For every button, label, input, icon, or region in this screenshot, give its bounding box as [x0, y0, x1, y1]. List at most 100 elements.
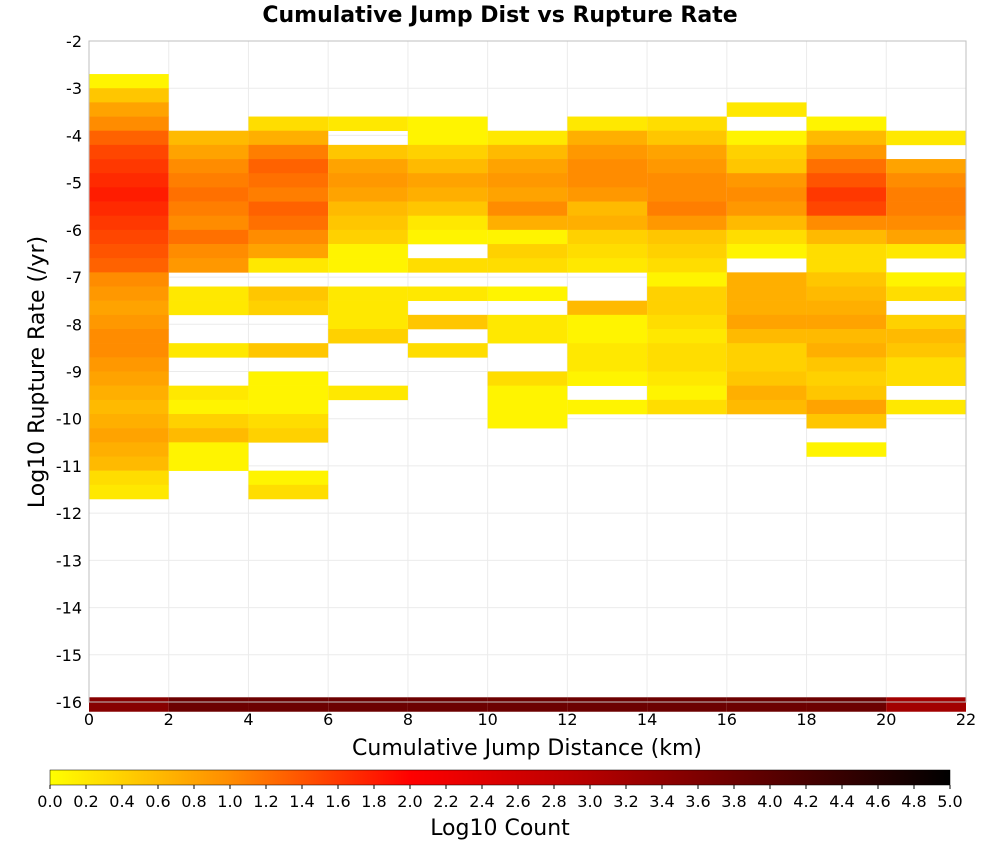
heatmap-cell: [89, 343, 169, 358]
heatmap-cell: [248, 244, 329, 259]
heatmap-cell: [168, 343, 249, 358]
heatmap-cell: [647, 357, 727, 372]
heatmap-cell: [89, 144, 169, 160]
heatmap-cell: [407, 144, 488, 160]
heatmap-cell: [168, 442, 249, 457]
y-tick-label: -7: [66, 268, 82, 287]
heatmap-cell: [407, 173, 488, 188]
heatmap-cell: [168, 215, 249, 231]
heatmap-cell: [89, 229, 169, 245]
heatmap-cell: [407, 258, 488, 273]
y-tick-label: -9: [66, 363, 82, 382]
heatmap-cell: [647, 116, 727, 132]
heatmap-cell: [726, 399, 807, 415]
heatmap-cell: [328, 116, 408, 132]
heatmap-cell: [567, 187, 648, 202]
heatmap-cell: [487, 314, 568, 330]
heatmap-cell: [647, 187, 727, 202]
heatmap-cell: [248, 413, 329, 429]
heatmap-cell: [328, 314, 408, 330]
heatmap-cell: [886, 329, 966, 344]
heatmap-cell: [168, 201, 249, 216]
heatmap-cell: [89, 442, 169, 457]
y-tick-label: -10: [56, 410, 82, 429]
heatmap-cell: [726, 357, 807, 372]
heatmap-cell: [89, 697, 169, 712]
heatmap-cell: [487, 258, 568, 273]
heatmap-cell: [89, 470, 169, 486]
heatmap-cell: [407, 343, 488, 358]
heatmap-cell: [168, 173, 249, 188]
colorbar-tick-label: 2.8: [541, 792, 566, 811]
heatmap-cell: [168, 187, 249, 202]
heatmap-cell: [328, 173, 408, 188]
heatmap-cell: [567, 130, 648, 146]
heatmap-cell: [567, 300, 648, 316]
heatmap-cell: [647, 229, 727, 245]
heatmap-cell: [567, 697, 648, 712]
y-tick-label: -15: [56, 646, 82, 665]
heatmap-cell: [248, 201, 329, 216]
heatmap-cell: [407, 159, 488, 174]
heatmap-cell: [806, 201, 887, 216]
colorbar-tick-label: 5.0: [937, 792, 962, 811]
heatmap-cell: [89, 314, 169, 330]
heatmap-cell: [567, 357, 648, 372]
heatmap-cell: [806, 399, 887, 415]
colorbar-tick-label: 1.4: [289, 792, 314, 811]
heatmap-cell: [328, 385, 408, 401]
heatmap-cell: [168, 130, 249, 146]
heatmap-cell: [487, 130, 568, 146]
heatmap-cell: [89, 244, 169, 259]
heatmap-cell: [647, 159, 727, 174]
heatmap-cell: [567, 159, 648, 174]
heatmap-cell: [647, 130, 727, 146]
heatmap-cell: [726, 343, 807, 358]
heatmap-cell: [806, 343, 887, 358]
heatmap-cell: [248, 173, 329, 188]
heatmap-cell: [886, 357, 966, 372]
colorbar-tick-label: 4.8: [901, 792, 926, 811]
heatmap-cell: [806, 300, 887, 316]
heatmap-cell: [248, 229, 329, 245]
heatmap-cell: [806, 116, 887, 132]
colorbar-tick-label: 4.2: [793, 792, 818, 811]
heatmap-cell: [248, 385, 329, 401]
heatmap-cell: [89, 329, 169, 344]
heatmap-cell: [886, 229, 966, 245]
heatmap-cell: [248, 130, 329, 146]
heatmap-cell: [89, 286, 169, 301]
heatmap-cell: [89, 88, 169, 103]
y-axis-ticks: -2 -3 -4 -5 -6 -7 -8 -9 -10 -11 -12 -13 -14 -15 -16: [56, 32, 82, 712]
colorbar-tick-label: 2.2: [433, 792, 458, 811]
heatmap-cell: [806, 697, 887, 712]
heatmap-cell: [567, 314, 648, 330]
colorbar-tick-label: 0.6: [145, 792, 170, 811]
heatmap-cell: [886, 343, 966, 358]
x-tick-label: 22: [956, 710, 976, 729]
y-tick-label: -5: [66, 174, 82, 193]
heatmap-cell: [248, 697, 329, 712]
heatmap-cell: [647, 371, 727, 386]
heatmap-cell: [248, 159, 329, 174]
heatmap-cell: [886, 159, 966, 174]
heatmap-cell: [487, 229, 568, 245]
heatmap-cell: [726, 244, 807, 259]
heatmap-cell: [248, 144, 329, 160]
heatmap-cell: [168, 244, 249, 259]
colorbar-tick-label: 1.8: [361, 792, 386, 811]
heatmap-cell: [487, 215, 568, 231]
colorbar-tick-label: 4.4: [829, 792, 854, 811]
heatmap-cell: [168, 399, 249, 415]
colorbar-tick-label: 2.6: [505, 792, 530, 811]
heatmap-cell: [647, 300, 727, 316]
heatmap-cell: [89, 258, 169, 273]
x-axis-ticks: 0 2 4 6 8 10 12 14 16 18 20 22: [84, 710, 976, 729]
x-tick-label: 0: [84, 710, 94, 729]
heatmap-cell: [567, 173, 648, 188]
colorbar-tick-label: 3.8: [721, 792, 746, 811]
x-axis-label: Cumulative Jump Distance (km): [352, 736, 702, 761]
heatmap-cell: [407, 116, 488, 132]
y-tick-label: -16: [56, 693, 82, 712]
